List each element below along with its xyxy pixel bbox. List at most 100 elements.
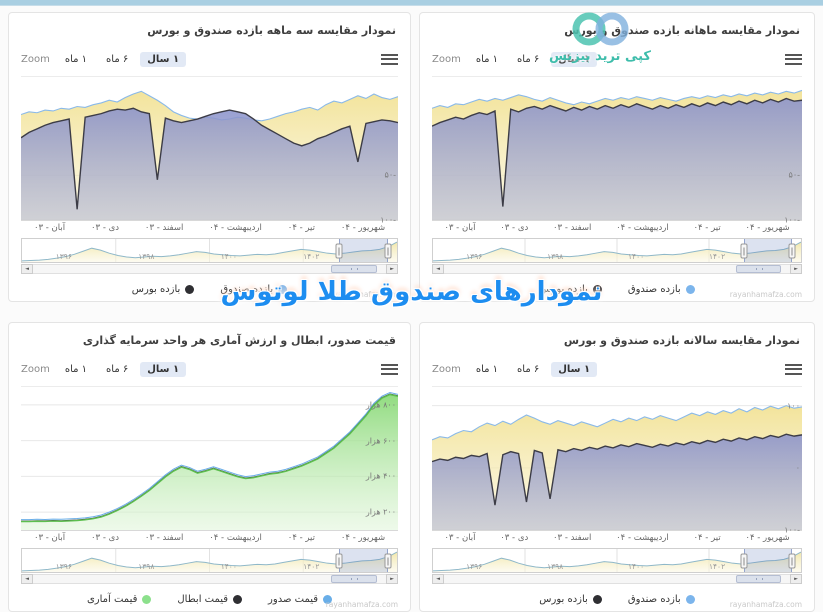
legend-marker-icon bbox=[233, 594, 243, 604]
range-button-1month[interactable]: ۱ ماه bbox=[475, 53, 499, 65]
navigator-handle-left[interactable] bbox=[740, 553, 748, 568]
scrollbar-right-arrow[interactable]: ► bbox=[386, 264, 398, 274]
y-axis-label: -۵۰ bbox=[788, 170, 800, 180]
legend-item[interactable]: بازده صندوق bbox=[628, 284, 695, 295]
legend-marker-icon bbox=[592, 284, 602, 294]
x-axis-label: اردیبهشت - ۰۴ bbox=[616, 223, 669, 233]
scrollbar-left-arrow[interactable]: ◄ bbox=[432, 264, 444, 274]
scrollbar-thumb[interactable] bbox=[736, 575, 782, 583]
navigator-handle-left[interactable] bbox=[740, 243, 748, 258]
chart-navigator[interactable]: ۱۳۹۶ ۱۳۹۸ ۱۴۰۰ ۱۴۰۲ bbox=[432, 238, 802, 263]
legend-item[interactable]: بازده صندوق bbox=[220, 283, 288, 295]
navigator-handle-left[interactable] bbox=[335, 553, 343, 568]
range-button-1year[interactable]: ۱ سال bbox=[551, 51, 598, 67]
legend-marker-icon bbox=[185, 284, 195, 294]
legend-item[interactable]: بازده صندوق bbox=[628, 594, 695, 605]
range-button-6months[interactable]: ۶ ماه bbox=[106, 363, 129, 375]
scrollbar-thumb[interactable] bbox=[331, 575, 378, 583]
chart-plot-area[interactable]: -۵۰ -۱۰۰ bbox=[21, 77, 398, 225]
scrollbar-left-arrow[interactable]: ◄ bbox=[432, 574, 444, 584]
chart-navigator[interactable]: ۱۳۹۶ ۱۳۹۸ ۱۴۰۰ ۱۴۰۲ bbox=[21, 548, 398, 573]
chart-plot-area[interactable]: ۱۰۰ ۰ -۱۰۰ bbox=[432, 387, 802, 535]
zoom-label: Zoom bbox=[21, 53, 50, 65]
navigator-year-label: ۱۴۰۰ bbox=[220, 562, 237, 571]
range-button-1year[interactable]: ۱ سال bbox=[551, 361, 598, 377]
legend-item[interactable]: قیمت آماری bbox=[87, 594, 152, 605]
range-selector: Zoom ۱ ماه ۶ ماه ۱ سال bbox=[21, 49, 398, 77]
x-axis-label: تیر - ۰۴ bbox=[693, 533, 721, 543]
scrollbar-track[interactable] bbox=[444, 574, 790, 584]
scrollbar-track[interactable] bbox=[33, 264, 386, 274]
site-watermark: rayanhamafza.com bbox=[729, 600, 802, 609]
scrollbar-track[interactable] bbox=[33, 574, 386, 584]
range-selector: Zoom ۱ ماه ۶ ماه ۱ سال bbox=[432, 49, 802, 77]
navigator-handle-right[interactable] bbox=[788, 243, 796, 258]
navigator-selected-range[interactable] bbox=[338, 549, 388, 572]
chart-navigator[interactable]: ۱۳۹۶ ۱۳۹۸ ۱۴۰۰ ۱۴۰۲ bbox=[21, 238, 398, 263]
range-button-1month[interactable]: ۱ ماه bbox=[64, 363, 88, 375]
navigator-handle-left[interactable] bbox=[335, 243, 343, 258]
panel-monthly-returns: نمودار مقایسه ماهانه بازده صندوق و بورس … bbox=[419, 12, 815, 302]
zoom-label: Zoom bbox=[432, 363, 461, 375]
range-button-1year[interactable]: ۱ سال bbox=[140, 51, 187, 67]
range-button-1month[interactable]: ۱ ماه bbox=[475, 363, 499, 375]
navigator-year-label: ۱۴۰۲ bbox=[709, 252, 726, 261]
site-watermark: rayanhamafza.com bbox=[729, 290, 802, 299]
legend-label: بازده بورس bbox=[131, 283, 181, 295]
chart-menu-icon[interactable] bbox=[785, 359, 802, 379]
x-axis-label: اردیبهشت - ۰۴ bbox=[209, 223, 262, 233]
site-watermark: rayanhamafza.com bbox=[325, 290, 398, 299]
range-button-1month[interactable]: ۱ ماه bbox=[64, 53, 88, 65]
navigator-year-label: ۱۴۰۰ bbox=[628, 562, 645, 571]
y-axis-label: ۰ bbox=[795, 463, 800, 473]
legend-marker-icon bbox=[685, 284, 695, 294]
legend-item[interactable]: قیمت صدور bbox=[268, 594, 333, 605]
navigator-selected-range[interactable] bbox=[338, 239, 388, 262]
navigator-handle-right[interactable] bbox=[384, 553, 392, 568]
chart-scrollbar: ◄ ► bbox=[432, 264, 802, 274]
navigator-selected-range[interactable] bbox=[743, 549, 792, 572]
navigator-year-label: ۱۳۹۸ bbox=[547, 562, 564, 571]
legend-item[interactable]: قیمت ابطال bbox=[177, 593, 243, 605]
scrollbar-right-arrow[interactable]: ► bbox=[386, 574, 398, 584]
chart-menu-icon[interactable] bbox=[785, 49, 802, 69]
chart-plot-area[interactable]: ۸۰۰ هزار ۶۰۰ هزار ۴۰۰ هزار ۲۰۰ هزار bbox=[21, 387, 398, 531]
range-button-1year[interactable]: ۱ سال bbox=[140, 361, 187, 377]
x-axis: آبان - ۰۳ دی - ۰۳ اسفند - ۰۳ اردیبهشت - ۰۴ ت… bbox=[21, 223, 398, 233]
chart-menu-icon[interactable] bbox=[381, 359, 398, 379]
legend-item[interactable]: بازده بورس bbox=[132, 284, 195, 295]
brand-logo: کپی ترید بیزنس bbox=[533, 8, 667, 64]
chart-menu-icon[interactable] bbox=[381, 49, 398, 69]
scrollbar-track[interactable] bbox=[444, 264, 790, 274]
series-line-fund bbox=[432, 90, 802, 108]
navigator-selected-range[interactable] bbox=[743, 239, 792, 262]
scrollbar-left-arrow[interactable]: ◄ bbox=[21, 574, 33, 584]
legend-item[interactable]: بازده بورس bbox=[539, 594, 602, 605]
range-button-6months[interactable]: ۶ ماه bbox=[517, 53, 540, 65]
series-area-bourse bbox=[432, 98, 802, 220]
scrollbar-right-arrow[interactable]: ► bbox=[790, 574, 802, 584]
legend-label: بازده صندوق bbox=[220, 283, 274, 295]
navigator-year-label: ۱۳۹۸ bbox=[547, 252, 564, 261]
chart-plot-area[interactable]: -۵۰ -۱۰۰ bbox=[432, 77, 802, 225]
navigator-year-label: ۱۴۰۲ bbox=[303, 562, 320, 571]
legend-item[interactable]: بازده بورس bbox=[539, 284, 602, 295]
y-axis-label: ۲۰۰ هزار bbox=[365, 507, 396, 517]
panel-title: نمودار مقایسه سه ماهه بازده صندوق و بورس bbox=[147, 24, 396, 37]
range-button-6months[interactable]: ۶ ماه bbox=[106, 53, 129, 65]
y-axis-label: -۱۰۰ bbox=[784, 215, 800, 225]
legend-label: قیمت ابطال bbox=[177, 593, 229, 605]
scrollbar-thumb[interactable] bbox=[736, 265, 782, 273]
navigator-year-label: ۱۴۰۲ bbox=[709, 562, 726, 571]
navigator-handle-right[interactable] bbox=[384, 243, 392, 258]
scrollbar-right-arrow[interactable]: ► bbox=[790, 264, 802, 274]
chart-navigator[interactable]: ۱۳۹۶ ۱۳۹۸ ۱۴۰۰ ۱۴۰۲ bbox=[432, 548, 802, 573]
range-button-6months[interactable]: ۶ ماه bbox=[517, 363, 540, 375]
range-selector: Zoom ۱ ماه ۶ ماه ۱ سال bbox=[21, 359, 398, 387]
legend-marker-icon bbox=[592, 594, 602, 604]
navigator-handle-right[interactable] bbox=[788, 553, 796, 568]
x-axis-label: آبان - ۰۳ bbox=[33, 223, 66, 233]
scrollbar-left-arrow[interactable]: ◄ bbox=[21, 264, 33, 274]
scrollbar-thumb[interactable] bbox=[331, 265, 378, 273]
